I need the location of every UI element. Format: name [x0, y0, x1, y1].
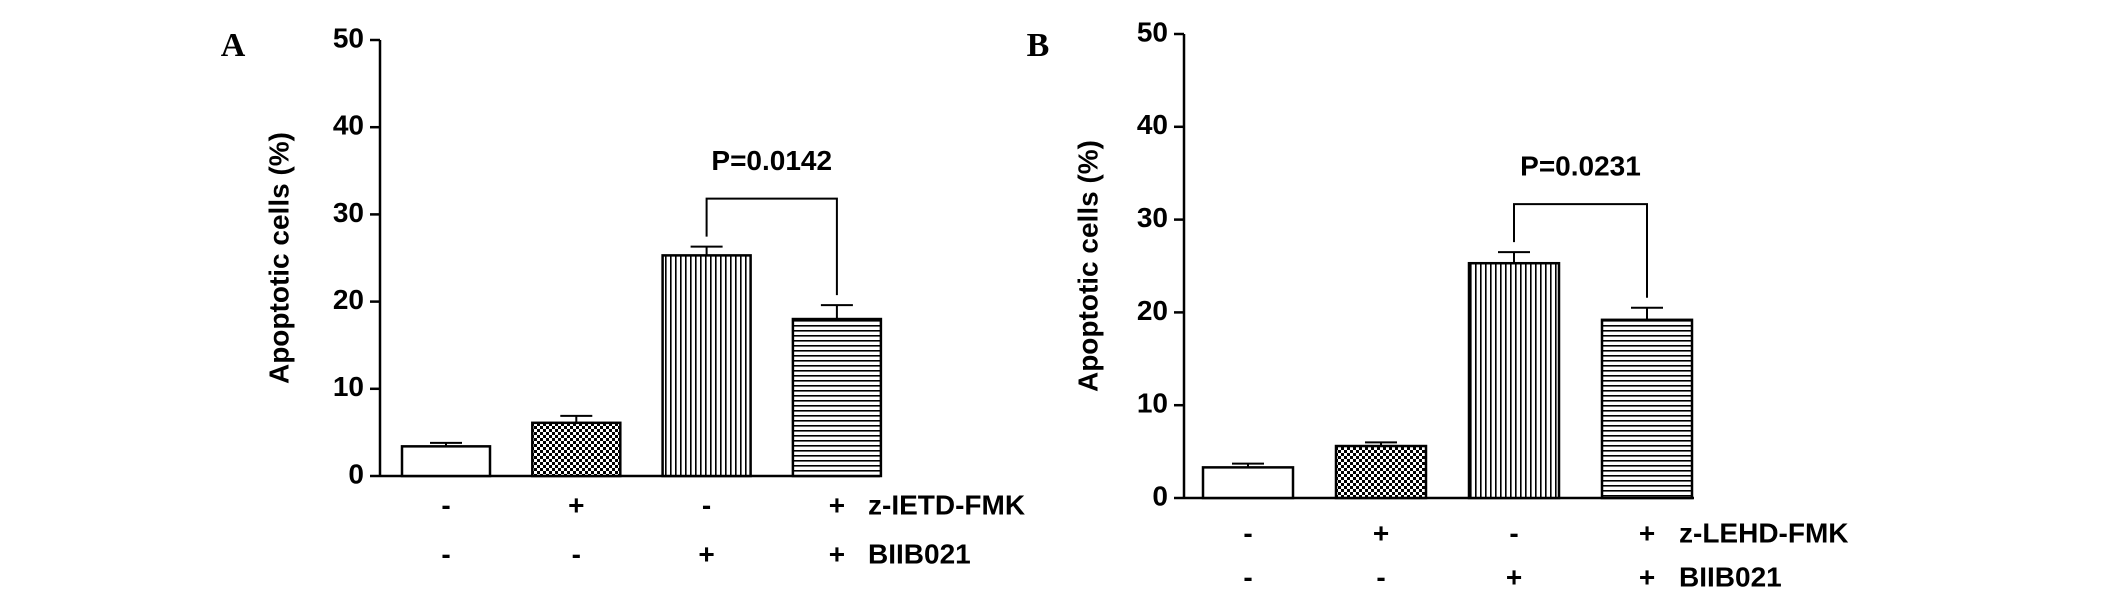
y-tick-label: 50 — [1137, 16, 1168, 47]
bar — [661, 254, 752, 478]
treatment-name: z-LEHD-FMK — [1679, 517, 1849, 548]
panel-label: B — [1027, 27, 1050, 64]
y-tick-label: 40 — [1137, 109, 1168, 140]
treatment-sign: + — [1639, 517, 1655, 548]
y-tick-label: 0 — [1152, 480, 1168, 511]
treatment-sign: - — [1243, 517, 1252, 548]
treatment-sign: - — [441, 538, 450, 569]
y-tick-label: 30 — [1137, 202, 1168, 233]
y-tick-label: 0 — [348, 458, 364, 489]
bar — [791, 317, 883, 478]
treatment-sign: - — [1509, 517, 1518, 548]
bar — [400, 445, 492, 478]
y-tick-label: 10 — [333, 371, 364, 402]
treatment-name: z-IETD-FMK — [868, 489, 1025, 520]
bar — [1600, 318, 1694, 500]
bar — [531, 421, 622, 478]
y-tick-label: 20 — [1137, 295, 1168, 326]
y-tick-label: 10 — [1137, 388, 1168, 419]
y-tick-label: 30 — [333, 197, 364, 228]
bar — [1201, 466, 1295, 500]
y-axis-label: Apoptotic cells (%) — [1072, 140, 1103, 392]
y-axis-label: Apoptotic cells (%) — [263, 132, 294, 384]
treatment-sign: + — [1373, 517, 1389, 548]
treatment-sign: + — [1639, 561, 1655, 592]
bar — [1334, 444, 1428, 500]
significance-bracket — [1513, 203, 1648, 298]
treatment-sign: + — [829, 538, 845, 569]
y-tick-label: 40 — [333, 110, 364, 141]
bar — [1467, 261, 1561, 500]
p-value: P=0.0231 — [1520, 150, 1641, 181]
treatment-sign: - — [441, 489, 450, 520]
treatment-sign: - — [572, 538, 581, 569]
treatment-sign: + — [698, 538, 714, 569]
p-value: P=0.0142 — [711, 145, 832, 176]
treatment-sign: + — [568, 489, 584, 520]
treatment-name: BIIB021 — [868, 538, 971, 569]
treatment-sign: - — [1376, 561, 1385, 592]
significance-bracket — [705, 197, 838, 296]
treatment-name: BIIB021 — [1679, 561, 1782, 592]
panel-label: A — [221, 27, 246, 64]
treatment-sign: + — [829, 489, 845, 520]
y-tick-label: 20 — [333, 284, 364, 315]
treatment-sign: - — [702, 489, 711, 520]
y-tick-label: 50 — [333, 22, 364, 53]
treatment-sign: - — [1243, 561, 1252, 592]
treatment-sign: + — [1506, 561, 1522, 592]
